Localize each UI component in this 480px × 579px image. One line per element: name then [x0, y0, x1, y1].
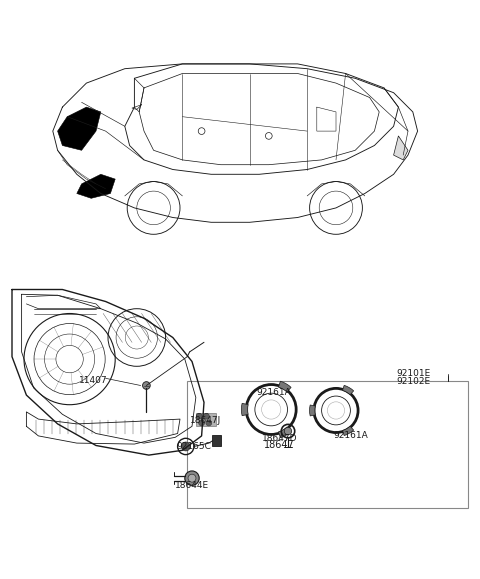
Circle shape: [181, 442, 190, 451]
Polygon shape: [58, 107, 101, 151]
Text: 11407: 11407: [79, 376, 108, 385]
Text: 92165C: 92165C: [177, 442, 212, 452]
Text: 92102E: 92102E: [396, 377, 430, 386]
Circle shape: [188, 474, 196, 482]
Text: 92161A: 92161A: [257, 388, 291, 397]
Circle shape: [143, 382, 150, 389]
Circle shape: [204, 413, 209, 419]
Circle shape: [284, 427, 292, 435]
Circle shape: [196, 413, 202, 419]
Text: 18647: 18647: [264, 441, 295, 450]
Wedge shape: [278, 381, 291, 392]
FancyBboxPatch shape: [212, 435, 221, 445]
Wedge shape: [278, 427, 291, 438]
Wedge shape: [343, 426, 354, 435]
Polygon shape: [77, 174, 115, 198]
Text: 18647D: 18647D: [262, 434, 297, 443]
Circle shape: [199, 420, 204, 426]
Wedge shape: [343, 386, 354, 395]
Circle shape: [185, 471, 199, 485]
Text: 92161A: 92161A: [334, 431, 368, 441]
Text: 18647J: 18647J: [190, 416, 221, 424]
Polygon shape: [394, 136, 408, 160]
Text: 18644E: 18644E: [175, 481, 209, 490]
Wedge shape: [241, 404, 248, 416]
Circle shape: [206, 420, 212, 426]
Wedge shape: [310, 405, 315, 416]
FancyBboxPatch shape: [196, 413, 216, 426]
Text: 92101E: 92101E: [396, 369, 430, 378]
